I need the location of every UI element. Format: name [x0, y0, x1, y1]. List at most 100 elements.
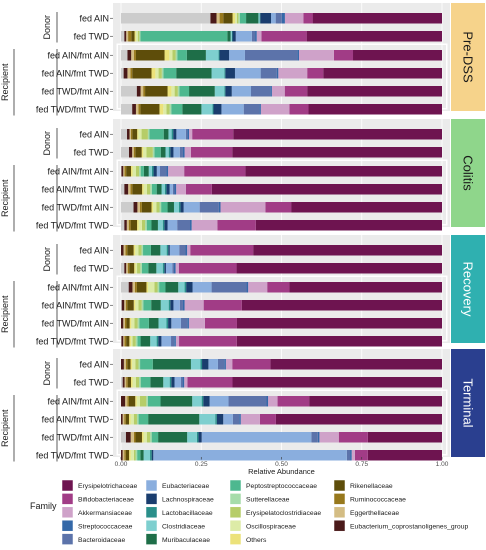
bar-segment [130, 377, 133, 388]
bar-segment [156, 202, 160, 213]
bar-segment [173, 147, 180, 158]
legend-label: Eggerthellaceae [350, 510, 399, 517]
bar-segment [153, 450, 347, 461]
bar-segment [153, 166, 157, 177]
legend-item: Oscillospiraceae [229, 519, 296, 532]
bar-segment [140, 31, 228, 42]
bar-segment [184, 166, 246, 177]
bar-segment [124, 31, 127, 42]
bar-segment [185, 129, 188, 140]
bar-segment [157, 282, 160, 293]
legend: Family Erysipelotrichaceae Bifidobacteria… [30, 479, 468, 545]
group-label: Recipient [0, 409, 10, 447]
bar-segment [268, 396, 278, 407]
legend-swatch [145, 506, 158, 519]
bar-segment [139, 202, 142, 213]
bar-segment [137, 263, 141, 274]
bar-segment [232, 147, 442, 158]
bar-segment [121, 414, 123, 425]
bar-segment [186, 282, 193, 293]
stacked-bar [121, 129, 442, 140]
bar-segment [255, 31, 257, 42]
bar-segment [127, 396, 129, 407]
stacked-bar [121, 86, 442, 97]
bar-segment [278, 68, 308, 79]
bar-segment [130, 359, 133, 370]
bar-segment [132, 184, 143, 195]
bar-segment [147, 129, 150, 140]
legend-swatch [333, 506, 346, 519]
bar-segment [172, 50, 176, 61]
bar-segment [248, 282, 268, 293]
bar-segment [124, 263, 127, 274]
bar-segment [203, 300, 242, 311]
bar-segment [214, 86, 225, 97]
bar-segment [174, 184, 177, 195]
bar-segment [140, 377, 151, 388]
bar-label: fed AIN/fmt TWD [42, 68, 110, 78]
bar-segment [146, 282, 149, 293]
bar-segment [148, 318, 159, 329]
bar-segment [135, 377, 140, 388]
bar-segment [152, 359, 191, 370]
bar-segment [225, 359, 233, 370]
bar-segment [131, 31, 135, 42]
bar-segment [198, 432, 202, 443]
bar-segment [132, 377, 136, 388]
stacked-bar [121, 184, 442, 195]
bar-segment [190, 245, 254, 256]
bar-segment [184, 147, 191, 158]
legend-label: Bacteroidaceae [78, 537, 125, 544]
bar-segment [333, 50, 354, 61]
bar-segment [127, 300, 134, 311]
bar-segment [350, 450, 352, 461]
bar-segment [151, 68, 156, 79]
bar-segment [138, 220, 142, 231]
bar-segment [211, 184, 442, 195]
bar-segment [124, 414, 126, 425]
bar-segment [150, 450, 152, 461]
bar-label: fed TWD/fmt AIN [42, 202, 109, 212]
bar-segment [135, 263, 138, 274]
bar-segment [260, 13, 272, 24]
bar-segment [259, 414, 276, 425]
bar-segment [157, 220, 163, 231]
bar-segment [218, 50, 220, 61]
bar-segment [235, 31, 252, 42]
bar-segment [171, 104, 183, 115]
bar-segment [126, 336, 130, 347]
bar-segment [232, 31, 236, 42]
bar-segment [140, 336, 151, 347]
bar-segment [367, 432, 442, 443]
bar-segment [121, 450, 123, 461]
bar-segment [121, 166, 124, 177]
bar-segment [128, 414, 131, 425]
bar-segment [187, 318, 189, 329]
bar-segment [126, 263, 128, 274]
bar-label: fed TWD [74, 263, 110, 273]
legend-swatch [333, 479, 346, 492]
bar-segment [275, 414, 442, 425]
bar-segment [244, 50, 298, 61]
bar-segment [223, 414, 233, 425]
stacked-bar [121, 166, 442, 177]
bar-segment [161, 184, 165, 195]
bar-segment [163, 68, 177, 79]
x-tick-label: 0.00 [115, 461, 128, 468]
bar-segment [138, 359, 141, 370]
bar-segment [150, 336, 157, 347]
legend-item: Muribaculaceae [145, 533, 210, 545]
bar-label: fed TWD/fmt TWD [36, 220, 110, 230]
bar-segment [128, 184, 131, 195]
facet-strip [451, 235, 485, 343]
bar-segment [146, 396, 148, 407]
bar-segment [135, 450, 138, 461]
bar-segment [125, 359, 128, 370]
stacked-bar [121, 104, 442, 115]
bar-segment [166, 318, 169, 329]
bar-segment [121, 86, 137, 97]
facet-panel: Colitis Donor fed AIN fed TWD Recipient fed A… [0, 119, 485, 232]
bar-segment [125, 414, 129, 425]
bar-segment [156, 184, 162, 195]
